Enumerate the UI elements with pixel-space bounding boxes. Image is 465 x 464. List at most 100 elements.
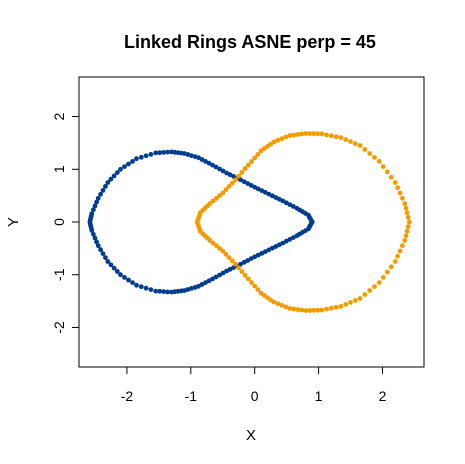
data-point-series-1	[114, 170, 120, 176]
data-point-series-2	[275, 301, 281, 307]
data-point-series-2	[245, 276, 251, 282]
data-point-series-1	[199, 282, 205, 287]
data-point-series-1	[220, 270, 226, 276]
data-point-series-1	[91, 231, 96, 237]
data-point-series-2	[287, 306, 293, 311]
y-axis-label: Y	[5, 217, 22, 227]
data-point-series-1	[217, 166, 223, 172]
data-point-series-1	[143, 153, 149, 159]
data-point-series-2	[380, 275, 386, 280]
data-point-series-1	[283, 200, 289, 206]
x-tick-label: 2	[379, 388, 387, 404]
x-axis: -2 -1 0 1 2	[121, 366, 387, 404]
data-point-series-2	[367, 288, 373, 293]
data-point-series-2	[195, 222, 201, 227]
data-point-series-2	[348, 300, 353, 305]
data-point-series-2	[402, 238, 408, 243]
data-point-series-2	[291, 306, 297, 312]
data-point-series-2	[239, 269, 245, 274]
data-point-series-2	[376, 280, 382, 285]
data-point-series-1	[248, 183, 254, 188]
data-point-series-1	[280, 240, 286, 246]
data-point-series-2	[299, 307, 305, 313]
data-point-series-2	[242, 166, 248, 172]
data-point-series-2	[343, 137, 349, 143]
x-tick-label: -2	[121, 388, 134, 404]
data-point-series-1	[148, 152, 154, 157]
data-point-series-2	[220, 190, 226, 196]
data-point-series-1	[111, 265, 117, 271]
data-point-series-1	[294, 205, 300, 211]
data-point-series-1	[262, 249, 268, 255]
data-point-series-2	[239, 170, 245, 175]
data-point-series-2	[283, 134, 289, 140]
data-point-series-2	[220, 248, 226, 254]
data-point-series-2	[333, 304, 339, 310]
data-point-series-1	[118, 272, 123, 278]
data-point-series-1	[108, 176, 114, 182]
data-point-series-2	[400, 243, 405, 249]
data-point-series-1	[100, 188, 106, 193]
data-point-series-1	[105, 180, 111, 185]
data-point-series-2	[311, 307, 317, 313]
data-point-series-2	[226, 255, 232, 260]
data-point-series-2	[226, 184, 232, 189]
data-point-series-1	[153, 150, 159, 156]
data-point-series-2	[343, 302, 349, 307]
data-point-series-2	[252, 283, 258, 289]
data-point-series-2	[210, 240, 216, 246]
data-point-series-1	[111, 173, 117, 179]
data-point-series-2	[245, 162, 251, 168]
data-point-series-2	[315, 307, 321, 313]
data-point-series-1	[134, 282, 139, 288]
data-point-series-2	[255, 287, 261, 292]
data-point-series-1	[161, 150, 167, 155]
data-point-series-2	[380, 164, 386, 170]
data-point-series-2	[291, 132, 297, 138]
data-point-series-1	[100, 251, 106, 256]
data-point-series-1	[122, 275, 127, 280]
data-point-series-1	[203, 159, 208, 164]
y-tick-label: 0	[51, 218, 67, 226]
y-tick-label: -2	[51, 321, 67, 334]
data-point-series-2	[357, 143, 363, 148]
data-point-series-2	[236, 265, 242, 271]
data-point-series-2	[338, 304, 344, 309]
data-point-series-2	[402, 201, 408, 206]
data-point-series-1	[92, 203, 98, 209]
data-point-series-2	[236, 173, 242, 179]
data-point-series-1	[153, 288, 159, 294]
data-point-series-2	[406, 219, 412, 225]
data-point-series-2	[242, 272, 248, 278]
data-point-series-1	[169, 149, 175, 155]
data-point-series-1	[192, 154, 198, 160]
data-point-series-2	[223, 187, 229, 193]
data-point-series-1	[213, 164, 219, 170]
data-point-series-2	[384, 269, 390, 275]
data-point-series-1	[98, 191, 103, 197]
data-point-series-2	[229, 180, 235, 186]
data-point-series-1	[91, 207, 96, 213]
data-point-series-1	[122, 164, 127, 170]
data-point-series-2	[404, 210, 410, 216]
x-axis-label: X	[246, 427, 256, 444]
data-point-series-2	[404, 228, 410, 234]
data-point-series-2	[303, 131, 309, 136]
data-point-series-1	[213, 274, 219, 280]
data-point-series-2	[233, 261, 238, 267]
data-point-series-2	[397, 190, 403, 196]
data-point-series-1	[143, 285, 149, 291]
data-point-series-1	[89, 228, 95, 233]
data-point-series-2	[255, 152, 261, 157]
data-points	[87, 131, 412, 313]
data-point-series-1	[189, 286, 194, 291]
data-point-series-2	[207, 201, 213, 206]
data-point-series-2	[258, 290, 264, 296]
data-point-series-2	[217, 193, 223, 199]
data-point-series-2	[388, 174, 394, 180]
data-point-series-2	[307, 308, 313, 313]
x-tick-label: -1	[185, 388, 198, 404]
data-point-series-1	[92, 235, 98, 241]
data-point-series-2	[395, 253, 400, 259]
